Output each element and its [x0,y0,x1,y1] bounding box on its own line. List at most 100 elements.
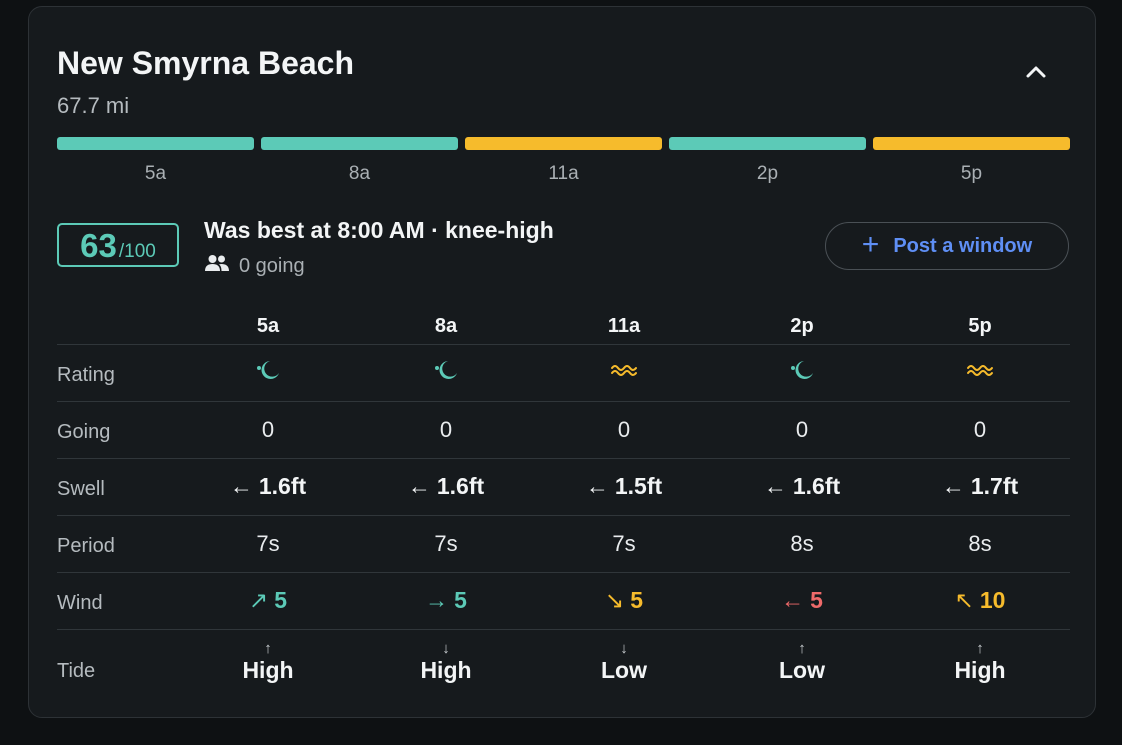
tide-direction-arrow-icon: ↓ [620,640,628,657]
swell-row: Swell ← 1.6ft ← 1.6ft ← 1.5ft ← 1.6ft ← 1.7ft [57,459,1070,516]
wind-direction-arrow-icon: → [425,587,449,613]
swell-cell: ← 1.6ft [357,473,535,500]
going-row: Going 0 0 0 0 0 [57,402,1070,459]
swell-height: 1.6ft [258,473,307,499]
tide-direction-arrow-icon: ↓ [442,640,450,657]
wind-cell: ↘ 5 [535,587,713,614]
timeline-label: 5p [960,163,983,184]
swell-direction-arrow-icon: ← [407,473,431,499]
spot-distance: 67.7 mi [57,93,130,118]
spot-card: New Smyrna Beach 67.7 mi 5a 8a 11a 2p 5p… [28,6,1096,718]
tide-cell: ↑ High [179,640,357,684]
going-count: 0 going [204,254,305,278]
swell-direction-arrow-icon: ← [941,473,965,499]
tide-cell: ↑ High [891,640,1069,684]
tide-cell: ↑ Low [713,640,891,684]
wind-direction-arrow-icon: ↖ [954,587,974,613]
tide-level: High [242,657,294,683]
moon-icon [787,361,817,385]
tide-cell: ↓ Low [535,640,713,684]
wave-icon [965,365,995,385]
period-cell: 7s [434,531,458,556]
tide-level: Low [779,657,825,683]
moon-icon [253,361,283,385]
rating-row: Rating [57,345,1070,402]
rating-cell [713,359,891,386]
time-header: 2p [790,315,814,337]
tide-level: High [954,657,1006,683]
period-row: Period 7s 7s 7s 8s 8s [57,516,1070,573]
timeline-label: 8a [348,163,371,184]
wave-icon [609,365,639,385]
period-cell: 7s [256,531,280,556]
timeline-segment-4 [873,137,1070,150]
swell-height: 1.5ft [614,473,663,499]
swell-cell: ← 1.5ft [535,473,713,500]
going-cell: 0 [795,417,809,442]
timeline-label: 11a [548,163,579,184]
wind-direction-arrow-icon: ↗ [248,587,269,613]
period-cell: 8s [790,531,814,556]
row-label-tide: Tide [57,660,96,682]
score-value: 63 [80,227,117,264]
wind-speed: 5 [454,587,467,613]
post-window-button[interactable]: + Post a window [825,222,1069,270]
wind-speed: 5 [630,587,644,613]
wind-cell: ← 5 [713,587,891,614]
row-label-period: Period [57,535,115,557]
rating-cell [179,359,357,386]
timeline-label: 2p [756,163,779,184]
wind-direction-arrow-icon: ← [781,587,805,613]
going-cell: 0 [439,417,453,442]
row-label-going: Going [57,421,111,443]
rating-cell [357,359,535,386]
timeline-label: 5a [144,163,167,184]
swell-cell: ← 1.7ft [891,473,1069,500]
moon-icon [431,361,461,385]
rating-cell [535,359,713,386]
time-header: 11a [607,315,641,337]
swell-cell: ← 1.6ft [179,473,357,500]
timeline-segment-0 [57,137,254,150]
rating-cell [891,359,1069,386]
wind-direction-arrow-icon: ↘ [604,587,625,613]
wind-speed: 5 [274,587,288,613]
going-text: 0 going [239,254,305,277]
tide-level: Low [601,657,647,683]
going-cell: 0 [973,417,987,442]
plus-icon: + [861,227,880,261]
forecast-header-row: 5a 8a 11a 2p 5p [57,303,1070,345]
going-cell: 0 [261,417,275,442]
tide-direction-arrow-icon: ↑ [798,640,806,657]
timeline-segment-1 [261,137,458,150]
score-max: /100 [118,241,156,262]
tide-level: High [420,657,472,683]
swell-height: 1.6ft [436,473,485,499]
spot-name: New Smyrna Beach [57,45,355,81]
tide-direction-arrow-icon: ↑ [976,640,984,657]
row-label-rating: Rating [57,364,115,386]
conditions-timeline: 5a 8a 11a 2p 5p [57,137,1070,184]
time-header: 8a [434,315,458,337]
score-badge: 63 /100 [57,223,179,267]
swell-height: 1.7ft [970,473,1019,499]
wind-cell: ↖ 10 [891,587,1069,614]
swell-cell: ← 1.6ft [713,473,891,500]
swell-direction-arrow-icon: ← [229,473,253,499]
swell-direction-arrow-icon: ← [763,473,787,499]
row-label-swell: Swell [57,478,105,500]
wind-cell: → 5 [357,587,535,614]
going-cell: 0 [617,417,631,442]
wind-cell: ↗ 5 [179,587,357,614]
best-time-summary: Was best at 8:00 AM · knee-high [204,217,554,243]
wind-speed: 10 [979,587,1006,613]
swell-height: 1.6ft [792,473,841,499]
timeline-segment-3 [669,137,866,150]
period-cell: 7s [612,531,636,556]
swell-direction-arrow-icon: ← [585,473,609,499]
tide-direction-arrow-icon: ↑ [264,640,272,657]
wind-speed: 5 [810,587,823,613]
collapse-chevron-up-icon[interactable] [1019,55,1053,89]
timeline-segment-2 [465,137,662,150]
time-header: 5a [256,315,280,337]
